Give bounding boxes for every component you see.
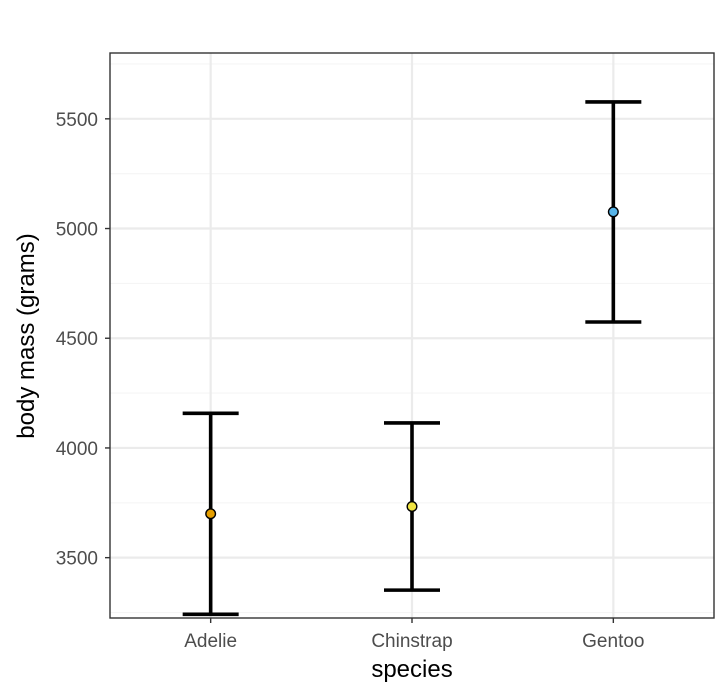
y-tick-label: 5000 — [56, 220, 98, 241]
y-tick-label: 5500 — [56, 110, 98, 131]
y-axis-tick-labels: 3500 4000 4500 5000 5500 — [56, 110, 98, 570]
x-axis-title: species — [371, 656, 452, 683]
x-tick-label: Gentoo — [582, 631, 644, 652]
x-axis-tick-labels: Adelie Chinstrap Gentoo — [184, 631, 644, 652]
y-tick-label: 4500 — [56, 329, 98, 350]
y-tick-label: 4000 — [56, 439, 98, 460]
mean-point-gentoo — [607, 206, 619, 218]
x-tick-label: Adelie — [184, 631, 237, 652]
mean-point-chinstrap — [406, 501, 418, 513]
y-axis-ticks — [105, 118, 110, 559]
mean-points — [205, 206, 619, 520]
x-tick-label: Chinstrap — [371, 631, 452, 652]
mean-point-adelie — [205, 508, 217, 520]
y-axis-title: body mass (grams) — [13, 233, 40, 438]
y-tick-label: 3500 — [56, 549, 98, 570]
x-axis-ticks — [209, 618, 615, 623]
